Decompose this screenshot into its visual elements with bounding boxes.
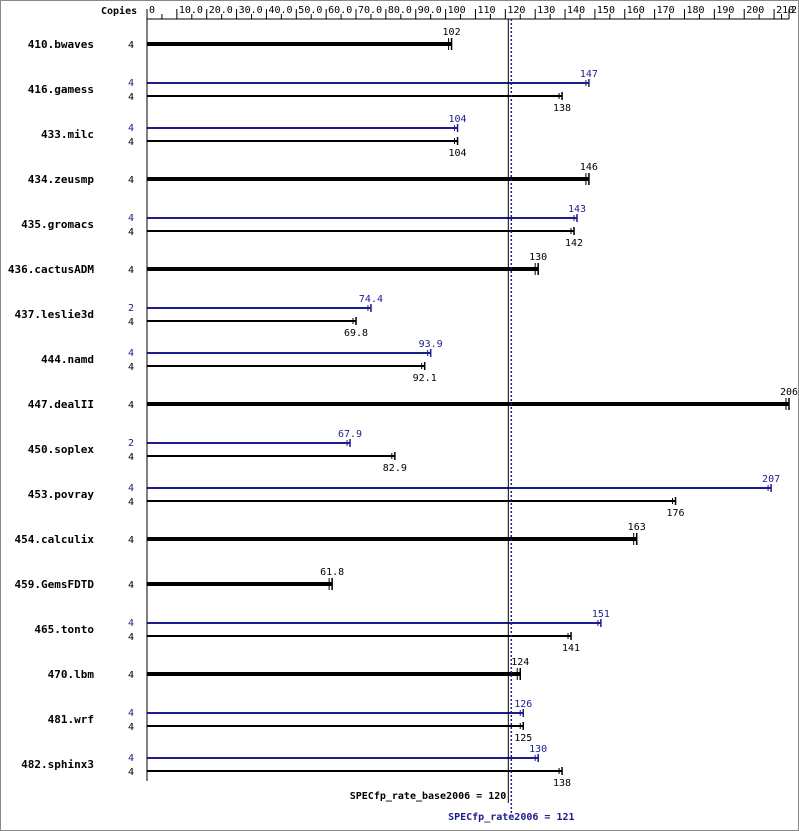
peak-copies-value: 4 [128,213,134,224]
benchmark-label: 447.dealII [28,398,94,411]
copies-value: 4 [128,400,134,411]
base-value-label: 82.9 [383,463,407,474]
benchmark-label: 453.povray [28,488,95,501]
peak-copies-value: 4 [128,123,134,134]
benchmark-label: 444.namd [41,353,94,366]
copies-value: 4 [128,535,134,546]
x-tick-label: 20.0 [209,5,233,16]
peak-value-label: 93.9 [419,339,443,350]
base-ref-label: SPECfp_rate_base2006 = 120 [350,791,507,802]
x-tick-label: 130 [537,5,555,16]
base-value-label: 102 [443,27,461,38]
x-tick-label: 170 [657,5,675,16]
base-value-label: 61.8 [320,567,344,578]
x-tick-label: 210 [776,5,794,16]
benchmark-label: 434.zeusmp [28,173,95,186]
benchmark-label: 436.cactusADM [8,263,94,276]
base-copies-value: 4 [128,137,134,148]
base-copies-value: 4 [128,767,134,778]
base-value-label: 142 [565,238,583,249]
peak-value-label: 74.4 [359,294,383,305]
x-tick-label: 100 [448,5,466,16]
benchmark-label: 410.bwaves [28,38,94,51]
x-tick-label: 0 [149,5,155,16]
peak-copies-value: 4 [128,708,134,719]
copies-value: 4 [128,175,134,186]
peak-value-label: 143 [568,204,586,215]
x-tick-label: 200 [746,5,764,16]
peak-copies-value: 4 [128,78,134,89]
peak-copies-value: 2 [128,303,134,314]
benchmark-label: 450.soplex [28,443,95,456]
benchmark-label: 459.GemsFDTD [15,578,95,591]
copies-value: 4 [128,670,134,681]
base-copies-value: 4 [128,632,134,643]
base-copies-value: 4 [128,227,134,238]
peak-value-label: 104 [449,114,467,125]
peak-value-label: 126 [514,699,532,710]
copies-value: 4 [128,40,134,51]
peak-ref-label: SPECfp_rate2006 = 121 [448,812,574,823]
x-tick-label: 190 [716,5,734,16]
copies-header: Copies [101,5,137,17]
base-value-label: 206 [780,387,798,398]
benchmark-label: 416.gamess [28,83,94,96]
x-tick-label: 80.0 [388,5,412,16]
benchmark-label: 482.sphinx3 [21,758,94,771]
x-tick-label: 70.0 [358,5,382,16]
x-tick-label: 50.0 [298,5,322,16]
peak-value-label: 151 [592,609,610,620]
base-value-label: 138 [553,778,571,789]
benchmark-label: 437.leslie3d [15,308,94,321]
base-copies-value: 4 [128,452,134,463]
peak-value-label: 67.9 [338,429,362,440]
base-value-label: 104 [449,148,467,159]
base-value-label: 176 [666,508,684,519]
base-copies-value: 4 [128,722,134,733]
base-copies-value: 4 [128,362,134,373]
peak-copies-value: 4 [128,753,134,764]
benchmark-label: 435.gromacs [21,218,94,231]
x-tick-label: 160 [627,5,645,16]
base-value-label: 125 [514,733,532,744]
benchmark-label: 481.wrf [48,713,94,726]
base-value-label: 124 [511,657,529,668]
base-value-label: 146 [580,162,598,173]
x-tick-label: 120 [507,5,525,16]
peak-value-label: 207 [762,474,780,485]
base-value-label: 141 [562,643,580,654]
x-tick-label: 10.0 [179,5,203,16]
base-value-label: 138 [553,103,571,114]
x-tick-label: 150 [597,5,615,16]
base-value-label: 130 [529,252,547,263]
peak-copies-value: 4 [128,483,134,494]
x-tick-label: 140 [567,5,585,16]
x-tick-label: 110 [477,5,495,16]
benchmark-label: 470.lbm [48,668,95,681]
base-copies-value: 4 [128,497,134,508]
base-value-label: 69.8 [344,328,368,339]
base-copies-value: 4 [128,317,134,328]
copies-value: 4 [128,580,134,591]
x-tick-label: 90.0 [418,5,442,16]
x-tick-label: 180 [686,5,704,16]
base-value-label: 163 [628,522,646,533]
copies-value: 4 [128,265,134,276]
x-tick-label: 60.0 [328,5,352,16]
peak-copies-value: 2 [128,438,134,449]
peak-value-label: 130 [529,744,547,755]
base-copies-value: 4 [128,92,134,103]
base-value-label: 92.1 [413,373,437,384]
benchmark-label: 433.milc [41,128,94,141]
x-tick-label: 30.0 [239,5,263,16]
peak-copies-value: 4 [128,348,134,359]
benchmark-label: 454.calculix [15,533,95,546]
peak-copies-value: 4 [128,618,134,629]
x-tick-label: 215 [791,5,798,16]
benchmark-label: 465.tonto [34,623,94,636]
x-tick-label: 40.0 [268,5,292,16]
peak-value-label: 147 [580,69,598,80]
